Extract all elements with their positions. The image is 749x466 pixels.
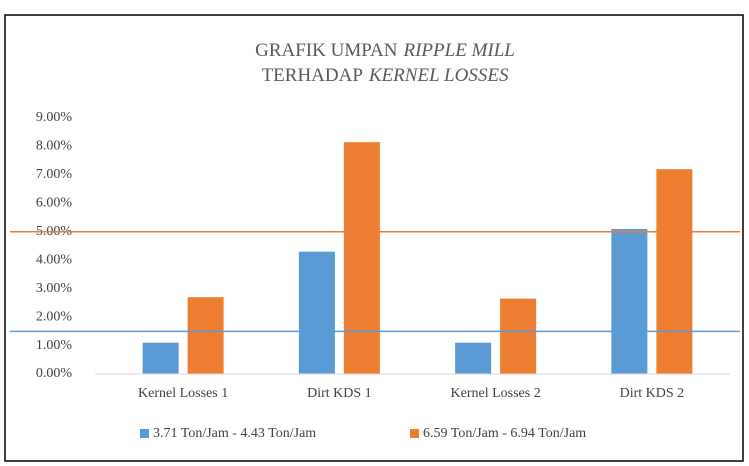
title-italic: RIPPLE MILL bbox=[403, 40, 515, 61]
bar bbox=[611, 228, 648, 374]
legend-label: 3.71 Ton/Jam - 4.43 Ton/Jam bbox=[153, 426, 316, 441]
chart-title: GRAFIK UMPAN RIPPLE MILL bbox=[255, 40, 515, 61]
x-tick-label: Dirt KDS 2 bbox=[620, 386, 685, 401]
bar bbox=[500, 298, 537, 374]
bar bbox=[656, 169, 693, 374]
legend-label: 6.59 Ton/Jam - 6.94 Ton/Jam bbox=[423, 426, 586, 441]
title-italic: KERNEL LOSSES bbox=[368, 65, 509, 86]
legend-swatch bbox=[140, 429, 149, 438]
y-tick-label: 1.00% bbox=[36, 338, 73, 353]
y-tick-label: 8.00% bbox=[36, 139, 73, 154]
x-tick-label: Dirt KDS 1 bbox=[307, 386, 372, 401]
chart-title: TERHADAP KERNEL LOSSES bbox=[262, 65, 509, 86]
title-normal: GRAFIK UMPAN bbox=[255, 40, 398, 61]
y-tick-label: 0.00% bbox=[36, 366, 73, 381]
bar bbox=[187, 297, 224, 374]
y-tick-label: 2.00% bbox=[36, 309, 73, 324]
bar bbox=[298, 251, 335, 374]
bar bbox=[455, 342, 492, 374]
bar bbox=[343, 142, 380, 374]
y-tick-label: 4.00% bbox=[36, 252, 73, 267]
title-normal: TERHADAP bbox=[262, 65, 363, 86]
x-tick-label: Kernel Losses 2 bbox=[451, 386, 541, 401]
x-tick-label: Kernel Losses 1 bbox=[138, 386, 228, 401]
legend-swatch bbox=[410, 429, 419, 438]
y-tick-label: 3.00% bbox=[36, 281, 73, 296]
y-tick-label: 9.00% bbox=[36, 110, 73, 125]
y-tick-label: 7.00% bbox=[36, 167, 73, 182]
y-tick-label: 6.00% bbox=[36, 196, 73, 211]
bar bbox=[142, 342, 179, 374]
